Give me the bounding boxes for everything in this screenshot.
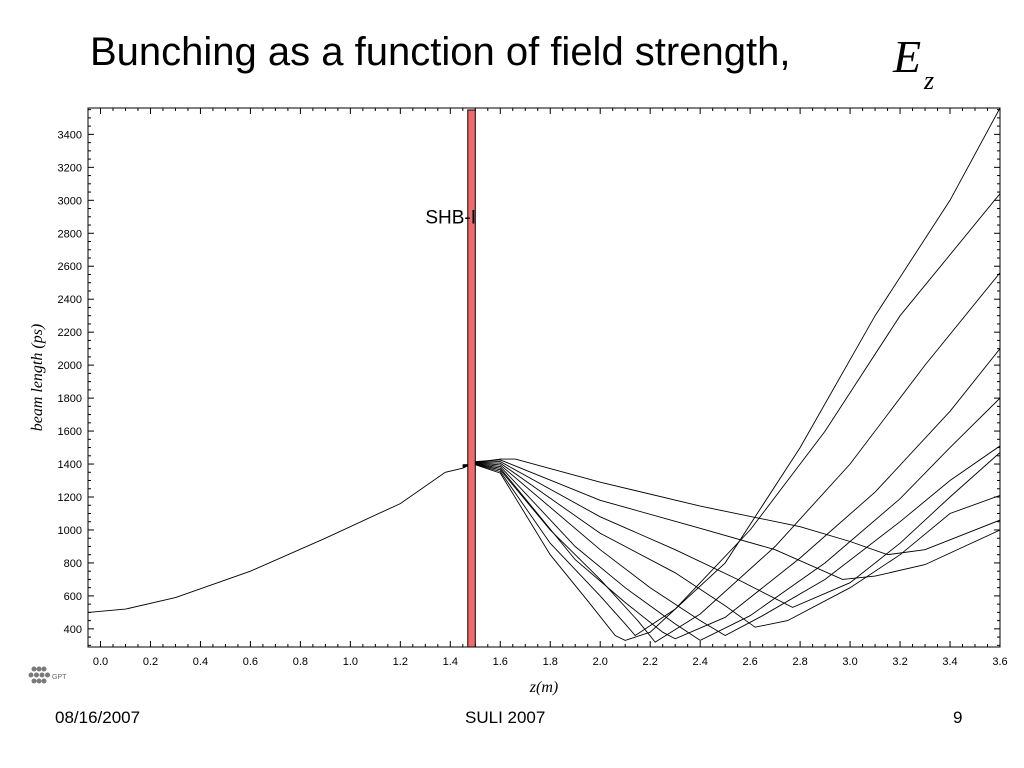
- plot-frame: [87, 107, 1001, 648]
- y-tick-label: 2200: [58, 327, 82, 339]
- x-tick-label: 2.6: [742, 656, 757, 668]
- y-tick-label: 2000: [58, 360, 82, 372]
- y-tick-label: 800: [64, 558, 82, 570]
- x-tick-label: 0.0: [93, 656, 108, 668]
- series-line-5: [462, 445, 1000, 637]
- x-tick-label: 3.2: [892, 656, 907, 668]
- y-tick-label: 1600: [58, 426, 82, 438]
- footer-center: SULI 2007: [465, 708, 546, 727]
- logo-text: GPT: [52, 674, 67, 681]
- y-tick-label: 400: [64, 624, 82, 636]
- gpt-logo-icon: GPT: [28, 666, 67, 684]
- y-tick-label: 3200: [58, 162, 82, 174]
- series-line-10: [462, 108, 1000, 641]
- x-axis-label: z(m): [529, 679, 558, 696]
- series-line-9: [462, 193, 1000, 637]
- x-tick-label: 3.6: [992, 656, 1007, 668]
- series-line-4: [462, 461, 1000, 628]
- series-line-3: [462, 452, 1000, 608]
- x-tick-label: 0.8: [293, 656, 308, 668]
- y-tick-label: 1800: [58, 393, 82, 405]
- y-tick-label: 1200: [58, 492, 82, 504]
- x-tick-label: 2.8: [792, 656, 807, 668]
- x-tick-label: 1.6: [493, 656, 508, 668]
- x-tick-label: 2.0: [593, 656, 608, 668]
- title-variable-subscript: z: [924, 66, 935, 95]
- x-tick-label: 3.4: [942, 656, 957, 668]
- title-variable: E: [893, 31, 922, 82]
- beam-length-chart: 0.0 0.2 0.4 0.6 0.8 1.0 1.2 1.4 1.6 1.8 2.0 2.2 2.4 2…: [29, 107, 1008, 696]
- x-tick-label: 0.2: [143, 656, 158, 668]
- series-line-2: [462, 459, 1000, 580]
- y-tick-label: 2600: [58, 261, 82, 273]
- x-tick-label: 0.6: [243, 656, 258, 668]
- x-tick-label: 1.0: [343, 656, 358, 668]
- y-tick-label: 1000: [58, 525, 82, 537]
- x-tick-label: 0.4: [193, 656, 208, 668]
- series-line-6: [462, 397, 1000, 641]
- series-line-7: [462, 348, 1000, 640]
- y-tick-label: 2800: [58, 228, 82, 240]
- shb-cavity-bar: [467, 109, 476, 648]
- y-tick-label: 600: [64, 591, 82, 603]
- y-axis-label: beam length (ps): [29, 324, 46, 432]
- footer-date: 08/16/2007: [55, 708, 141, 727]
- series-line-1: [88, 458, 1000, 613]
- x-tick-label: 2.4: [693, 656, 708, 668]
- y-tick-label: 3000: [58, 195, 82, 207]
- x-tick-label: 2.2: [643, 656, 658, 668]
- page-number: 9: [953, 708, 963, 727]
- gpt-logo: GPT: [28, 664, 78, 693]
- x-tick-label: 1.8: [543, 656, 558, 668]
- x-tick-label: 3.0: [842, 656, 857, 668]
- x-tick-label: 1.4: [443, 656, 458, 668]
- slide-title: Bunching as a function of field strength…: [90, 30, 791, 74]
- shb-annotation-label: SHB-I: [425, 207, 476, 228]
- x-tick-label: 1.2: [393, 656, 408, 668]
- series-line-8: [462, 272, 1000, 643]
- y-tick-label: 2400: [58, 294, 82, 306]
- y-tick-label: 3400: [58, 129, 82, 141]
- y-tick-label: 1400: [58, 459, 82, 471]
